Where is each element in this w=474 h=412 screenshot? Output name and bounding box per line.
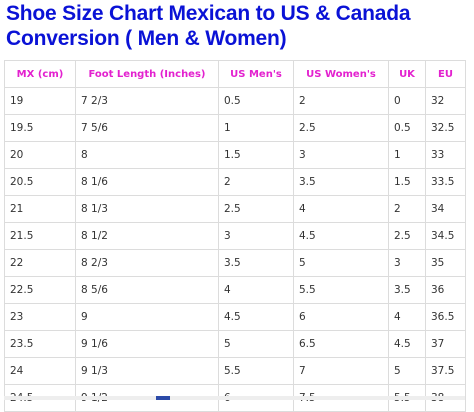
cell-foot-length: 8 1/6 — [75, 168, 219, 196]
table-row: 24 9 1/3 5.5 7 5 37.5 — [4, 357, 466, 385]
cell-uk: 0 — [388, 87, 426, 115]
header-us-men: US Men's — [218, 60, 294, 88]
cell-uk: 4 — [388, 303, 426, 331]
title-line-2: Conversion ( Men & Women) — [6, 27, 287, 50]
cell-mx-cm: 23 — [4, 303, 76, 331]
cell-us-women: 3.5 — [293, 168, 389, 196]
cell-us-men: 1 — [218, 114, 294, 142]
cell-uk: 2 — [388, 195, 426, 223]
header-us-women: US Women's — [293, 60, 389, 88]
title-line-1: Shoe Size Chart Mexican to US & Canada — [6, 2, 411, 25]
cell-mx-cm: 23.5 — [4, 330, 76, 358]
cell-us-women: 5 — [293, 249, 389, 277]
cell-foot-length: 8 1/2 — [75, 222, 219, 250]
cell-foot-length: 9 1/3 — [75, 357, 219, 385]
cell-mx-cm: 22 — [4, 249, 76, 277]
cell-us-women: 6 — [293, 303, 389, 331]
table-row: 22 8 2/3 3.5 5 3 35 — [4, 249, 466, 277]
cell-eu: 34 — [425, 195, 466, 223]
cell-uk: 2.5 — [388, 222, 426, 250]
cell-uk: 1 — [388, 141, 426, 169]
cell-mx-cm: 20 — [4, 141, 76, 169]
page-title: Shoe Size Chart Mexican to US & Canada C… — [6, 1, 468, 51]
size-conversion-table: MX (cm) Foot Length (Inches) US Men's US… — [4, 60, 466, 412]
cell-us-women: 2.5 — [293, 114, 389, 142]
cell-foot-length: 8 2/3 — [75, 249, 219, 277]
table-row: 19 7 2/3 0.5 2 0 32 — [4, 87, 466, 115]
cell-mx-cm: 19.5 — [4, 114, 76, 142]
table-row: 21.5 8 1/2 3 4.5 2.5 34.5 — [4, 222, 466, 250]
cell-eu: 35 — [425, 249, 466, 277]
cell-us-men: 0.5 — [218, 87, 294, 115]
table-row: 20.5 8 1/6 2 3.5 1.5 33.5 — [4, 168, 466, 196]
cell-us-men: 2.5 — [218, 195, 294, 223]
cell-foot-length: 7 2/3 — [75, 87, 219, 115]
cell-foot-length: 9 — [75, 303, 219, 331]
cell-us-women: 5.5 — [293, 276, 389, 304]
cell-mx-cm: 21 — [4, 195, 76, 223]
cell-us-women: 3 — [293, 141, 389, 169]
cell-foot-length: 9 1/6 — [75, 330, 219, 358]
table-row: 20 8 1.5 3 1 33 — [4, 141, 466, 169]
table-header-row: MX (cm) Foot Length (Inches) US Men's US… — [4, 60, 466, 88]
cell-foot-length: 8 — [75, 141, 219, 169]
scroll-marker — [156, 396, 170, 400]
cell-foot-length: 8 1/3 — [75, 195, 219, 223]
cell-eu: 37 — [425, 330, 466, 358]
cell-mx-cm: 22.5 — [4, 276, 76, 304]
table-row: 22.5 8 5/6 4 5.5 3.5 36 — [4, 276, 466, 304]
cell-foot-length: 7 5/6 — [75, 114, 219, 142]
cell-uk: 1.5 — [388, 168, 426, 196]
cell-eu: 34.5 — [425, 222, 466, 250]
cell-us-men: 5.5 — [218, 357, 294, 385]
cell-uk: 3.5 — [388, 276, 426, 304]
table-row: 19.5 7 5/6 1 2.5 0.5 32.5 — [4, 114, 466, 142]
header-uk: UK — [388, 60, 426, 88]
cell-uk: 5 — [388, 357, 426, 385]
cell-eu: 32 — [425, 87, 466, 115]
cell-us-men: 2 — [218, 168, 294, 196]
cell-mx-cm: 19 — [4, 87, 76, 115]
cell-us-men: 5 — [218, 330, 294, 358]
cell-us-women: 6.5 — [293, 330, 389, 358]
cell-eu: 36 — [425, 276, 466, 304]
cell-uk: 0.5 — [388, 114, 426, 142]
cell-us-men: 3 — [218, 222, 294, 250]
cell-eu: 36.5 — [425, 303, 466, 331]
cell-eu: 37.5 — [425, 357, 466, 385]
cell-mx-cm: 24 — [4, 357, 76, 385]
cell-mx-cm: 21.5 — [4, 222, 76, 250]
cell-us-women: 4.5 — [293, 222, 389, 250]
cell-us-men: 4.5 — [218, 303, 294, 331]
table-row: 23.5 9 1/6 5 6.5 4.5 37 — [4, 330, 466, 358]
table-row: 23 9 4.5 6 4 36.5 — [4, 303, 466, 331]
header-eu: EU — [425, 60, 466, 88]
cell-foot-length: 8 5/6 — [75, 276, 219, 304]
header-mx-cm: MX (cm) — [4, 60, 76, 88]
table-row: 21 8 1/3 2.5 4 2 34 — [4, 195, 466, 223]
cell-eu: 32.5 — [425, 114, 466, 142]
cell-us-women: 2 — [293, 87, 389, 115]
cell-us-men: 4 — [218, 276, 294, 304]
cell-uk: 4.5 — [388, 330, 426, 358]
bottom-scroll-edge — [4, 396, 465, 400]
cell-us-men: 3.5 — [218, 249, 294, 277]
cell-uk: 3 — [388, 249, 426, 277]
cell-eu: 33.5 — [425, 168, 466, 196]
cell-us-women: 7 — [293, 357, 389, 385]
header-foot-length: Foot Length (Inches) — [75, 60, 219, 88]
cell-us-women: 4 — [293, 195, 389, 223]
cell-us-men: 1.5 — [218, 141, 294, 169]
cell-eu: 33 — [425, 141, 466, 169]
cell-mx-cm: 20.5 — [4, 168, 76, 196]
